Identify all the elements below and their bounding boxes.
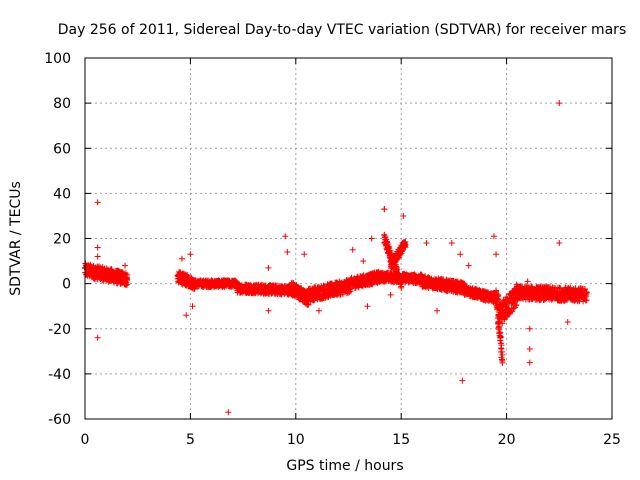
- outlier-point: [282, 233, 289, 240]
- x-tick-label: 10: [287, 432, 305, 448]
- outlier-point: [524, 278, 531, 285]
- outlier-point: [189, 303, 196, 310]
- data-point: [402, 241, 409, 248]
- y-tick-label: -40: [48, 367, 71, 383]
- outlier-point: [493, 251, 500, 258]
- data-point: [496, 323, 503, 330]
- data-point: [124, 271, 131, 278]
- y-tick-label: 20: [53, 232, 71, 248]
- data-point: [124, 276, 131, 283]
- outlier-point: [360, 258, 367, 265]
- y-tick-label: 100: [44, 51, 71, 67]
- data-points: [82, 100, 590, 416]
- grid-lines: [85, 58, 612, 419]
- outlier-point: [465, 262, 472, 269]
- data-point: [493, 290, 500, 297]
- data-point: [498, 342, 505, 349]
- outlier-point: [368, 235, 375, 242]
- outlier-point: [349, 246, 356, 253]
- axis-ticks: -60 -40 -20 0 20 40 60 80 100 0 5 10 15 20 25: [44, 51, 621, 448]
- outlier-point: [457, 251, 464, 258]
- outlier-point: [183, 312, 190, 319]
- data-point: [513, 301, 520, 308]
- outlier-point: [315, 307, 322, 314]
- x-tick-label: 15: [392, 432, 410, 448]
- outlier-point: [448, 240, 455, 247]
- x-tick-label: 20: [498, 432, 516, 448]
- outlier-point: [556, 100, 563, 107]
- data-point: [583, 289, 590, 296]
- data-point: [495, 313, 502, 320]
- y-tick-label: 60: [53, 141, 71, 157]
- outlier-point: [423, 240, 430, 247]
- data-point: [398, 280, 405, 287]
- outlier-point: [526, 346, 533, 353]
- y-tick-label: 0: [62, 277, 71, 293]
- x-tick-label: 5: [186, 432, 195, 448]
- outlier-point: [434, 307, 441, 314]
- data-point: [499, 320, 506, 327]
- chart-title: Day 256 of 2011, Sidereal Day-to-day VTE…: [58, 22, 626, 38]
- outlier-point: [526, 325, 533, 332]
- y-tick-label: 40: [53, 186, 71, 202]
- outlier-point: [459, 377, 466, 384]
- outlier-point: [265, 264, 272, 271]
- plot-frame: [84, 57, 613, 420]
- data-point: [497, 334, 504, 341]
- outlier-point: [526, 359, 533, 366]
- outlier-point: [94, 334, 101, 341]
- data-point: [499, 359, 506, 366]
- data-point: [386, 245, 393, 252]
- y-tick-label: -60: [48, 412, 71, 428]
- y-axis-label: SDTVAR / TECUs: [8, 181, 24, 296]
- outlier-point: [400, 212, 407, 219]
- y-tick-label: -20: [48, 322, 71, 338]
- outlier-point: [94, 199, 101, 206]
- outlier-point: [284, 249, 291, 256]
- data-point: [583, 297, 590, 304]
- outlier-point: [94, 253, 101, 260]
- outlier-point: [364, 303, 371, 310]
- outlier-point: [301, 251, 308, 258]
- outlier-point: [564, 318, 571, 325]
- x-axis-label: GPS time / hours: [286, 458, 403, 474]
- y-tick-label: 80: [53, 96, 71, 112]
- outlier-point: [381, 206, 388, 213]
- outlier-point: [122, 262, 129, 269]
- outlier-point: [178, 255, 185, 262]
- data-point: [329, 280, 336, 287]
- data-point: [509, 308, 516, 315]
- outlier-point: [187, 251, 194, 258]
- outlier-point: [94, 244, 101, 251]
- x-tick-label: 25: [603, 432, 621, 448]
- outlier-point: [556, 240, 563, 247]
- outlier-point: [387, 291, 394, 298]
- data-point: [499, 351, 506, 358]
- outlier-point: [265, 307, 272, 314]
- data-point: [494, 305, 501, 312]
- outlier-point: [225, 409, 232, 416]
- x-tick-label: 0: [81, 432, 90, 448]
- outlier-point: [490, 233, 497, 240]
